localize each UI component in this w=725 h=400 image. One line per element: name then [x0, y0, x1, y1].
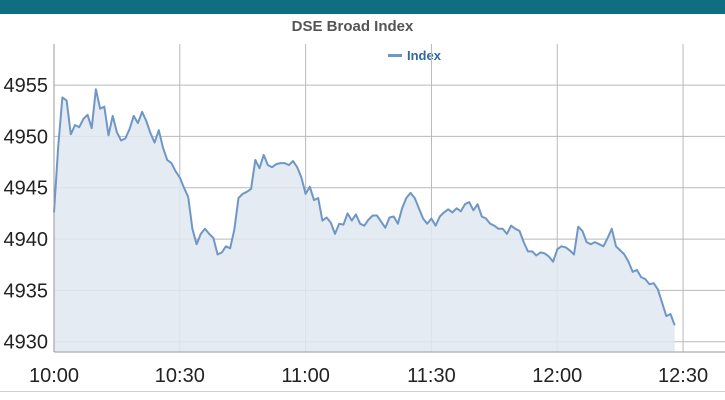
legend-swatch-index: [388, 53, 402, 57]
top-bar: [0, 0, 725, 14]
chart-tick-labels: 4930 4935 4940 4945 4950 4955 10:00 10:30 11:00 1…: [4, 75, 709, 387]
chart-series: [53, 88, 676, 352]
x-tick-label-1100: 11:00: [281, 365, 330, 387]
x-tick-label-1200: 12:00: [532, 365, 582, 387]
y-tick-label-4940: 4940: [4, 229, 49, 251]
bottom-rule: [0, 391, 725, 392]
x-tick-label-1130: 11:30: [407, 365, 456, 387]
series-line-index[interactable]: [53, 88, 676, 326]
series-area-index: [54, 89, 675, 352]
x-tick-label-1030: 10:30: [155, 365, 205, 387]
chart-title: DSE Broad Index: [291, 18, 414, 35]
legend-label-index: Index: [407, 47, 441, 63]
y-tick-label-4955: 4955: [4, 75, 49, 97]
y-tick-label-4935: 4935: [4, 280, 49, 302]
x-tick-label-1000: 10:00: [29, 365, 79, 387]
x-tick-label-1230: 12:30: [658, 365, 708, 387]
y-tick-label-4945: 4945: [4, 178, 49, 200]
chart-axes: [53, 44, 725, 353]
y-tick-label-4950: 4950: [4, 126, 49, 148]
y-tick-label-4930: 4930: [4, 332, 49, 354]
chart-legend[interactable]: Index: [388, 47, 441, 63]
